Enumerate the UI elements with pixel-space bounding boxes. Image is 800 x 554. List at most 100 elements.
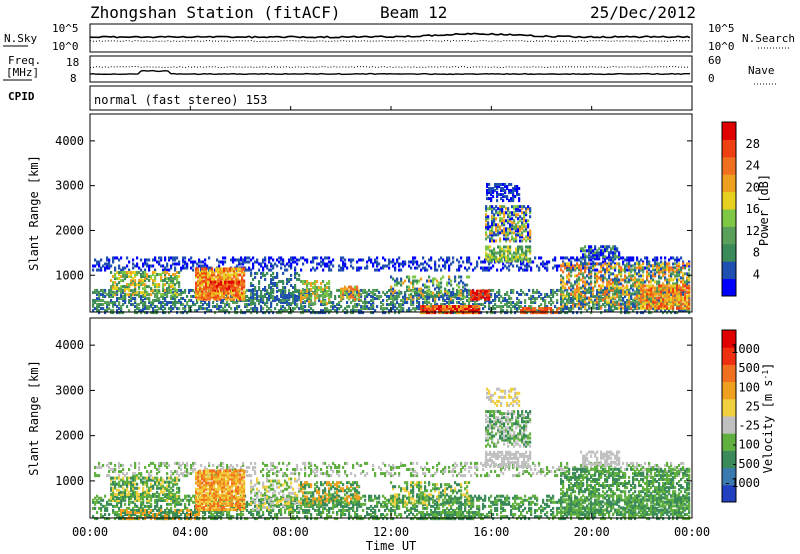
range-gate-cell bbox=[424, 290, 427, 294]
range-gate-cell bbox=[324, 284, 327, 288]
range-gate-cell bbox=[608, 282, 611, 286]
range-gate-cell bbox=[505, 255, 508, 259]
range-gate-cell bbox=[412, 283, 415, 287]
range-gate-cell bbox=[250, 290, 253, 294]
range-gate-cell bbox=[566, 266, 569, 270]
range-gate-cell bbox=[618, 298, 621, 302]
range-gate-cell bbox=[552, 258, 555, 262]
range-gate-cell bbox=[523, 251, 526, 255]
range-gate-cell bbox=[176, 307, 179, 311]
range-gate-cell bbox=[282, 271, 285, 275]
range-gate-cell bbox=[392, 287, 395, 291]
range-gate-cell bbox=[566, 274, 569, 278]
range-gate-cell bbox=[466, 258, 469, 262]
range-gate-cell bbox=[228, 286, 231, 290]
range-gate-cell bbox=[180, 311, 183, 315]
range-gate-cell bbox=[600, 286, 603, 290]
range-gate-cell bbox=[314, 281, 317, 285]
range-gate-cell bbox=[120, 307, 123, 311]
range-gate-cell bbox=[207, 285, 210, 289]
range-gate-cell bbox=[208, 309, 211, 313]
range-gate-cell bbox=[170, 275, 173, 279]
range-gate-cell bbox=[378, 268, 381, 272]
range-gate-cell bbox=[420, 293, 423, 297]
range-gate-cell bbox=[110, 311, 113, 315]
range-gate-cell bbox=[678, 272, 681, 276]
range-gate-cell bbox=[364, 290, 367, 294]
range-gate-cell bbox=[100, 303, 103, 307]
range-gate-cell bbox=[608, 274, 611, 278]
range-gate-cell bbox=[576, 274, 579, 278]
range-gate-cell bbox=[262, 266, 265, 270]
range-gate-cell bbox=[326, 307, 329, 311]
range-gate-cell bbox=[364, 266, 367, 270]
range-gate-cell bbox=[168, 301, 171, 305]
range-gate-cell bbox=[512, 288, 515, 292]
range-gate-cell bbox=[132, 279, 135, 283]
range-gate-cell bbox=[162, 311, 165, 315]
range-gate-cell bbox=[197, 269, 200, 273]
range-gate-cell bbox=[448, 299, 451, 303]
range-gate-cell bbox=[521, 211, 524, 215]
range-gate-cell bbox=[456, 296, 459, 300]
range-gate-cell bbox=[521, 225, 524, 229]
range-gate-cell bbox=[390, 295, 393, 299]
range-gate-cell bbox=[664, 288, 667, 292]
range-gate-cell bbox=[178, 283, 181, 287]
range-gate-cell bbox=[322, 262, 325, 266]
range-gate-cell bbox=[638, 282, 641, 286]
range-gate-cell bbox=[580, 306, 583, 310]
range-gate-cell bbox=[272, 277, 275, 281]
range-gate-cell bbox=[640, 280, 643, 284]
range-gate-cell bbox=[527, 205, 530, 209]
range-gate-cell bbox=[116, 311, 119, 315]
range-gate-cell bbox=[132, 277, 135, 281]
range-gate-cell bbox=[638, 274, 641, 278]
range-gate-cell bbox=[485, 227, 488, 231]
range-gate-cell bbox=[622, 292, 625, 296]
range-gate-cell bbox=[264, 311, 267, 315]
range-gate-cell bbox=[606, 286, 609, 290]
range-gate-cell bbox=[517, 225, 520, 229]
range-gate-cell bbox=[154, 299, 157, 303]
range-gate-cell bbox=[412, 256, 415, 260]
range-gate-cell bbox=[620, 302, 623, 306]
range-gate-cell bbox=[408, 260, 411, 264]
range-gate-cell bbox=[120, 279, 123, 283]
range-gate-cell bbox=[140, 277, 143, 281]
range-gate-cell bbox=[260, 296, 263, 300]
range-gate-cell bbox=[572, 311, 575, 315]
range-gate-cell bbox=[664, 292, 667, 296]
range-gate-cell bbox=[512, 189, 515, 193]
range-gate-cell bbox=[352, 266, 355, 270]
range-gate-cell bbox=[612, 253, 615, 257]
range-gate-cell bbox=[146, 311, 149, 315]
range-gate-cell bbox=[648, 294, 651, 298]
range-gate-cell bbox=[428, 258, 431, 262]
range-gate-cell bbox=[222, 309, 225, 313]
range-gate-cell bbox=[658, 286, 661, 290]
range-gate-cell bbox=[602, 278, 605, 282]
range-gate-cell bbox=[648, 280, 651, 284]
range-gate-cell bbox=[96, 309, 99, 313]
range-gate-cell bbox=[588, 282, 591, 286]
range-gate-cell bbox=[566, 280, 569, 284]
range-gate-cell bbox=[514, 307, 517, 311]
range-gate-cell bbox=[342, 262, 345, 266]
range-gate-cell bbox=[402, 309, 405, 313]
range-gate-cell bbox=[576, 311, 579, 315]
range-gate-cell bbox=[608, 288, 611, 292]
range-gate-cell bbox=[550, 292, 553, 296]
range-gate-cell bbox=[622, 262, 625, 266]
range-gate-cell bbox=[491, 233, 494, 237]
range-gate-cell bbox=[528, 288, 531, 292]
range-gate-cell bbox=[201, 281, 204, 285]
range-gate-cell bbox=[517, 221, 520, 225]
range-gate-cell bbox=[226, 284, 229, 288]
range-gate-cell bbox=[314, 298, 317, 302]
range-gate-cell bbox=[382, 264, 385, 268]
range-gate-cell bbox=[646, 294, 649, 298]
range-gate-cell bbox=[460, 289, 463, 293]
range-gate-cell bbox=[156, 283, 159, 287]
range-gate-cell bbox=[529, 235, 532, 239]
